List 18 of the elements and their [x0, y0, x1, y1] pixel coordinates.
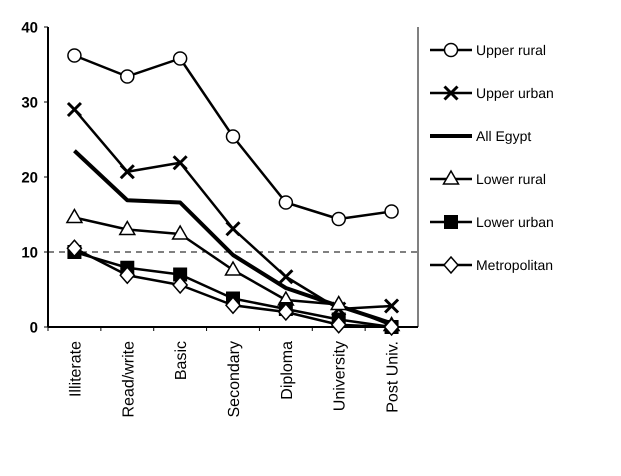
x-tick-label: Post Univ. [384, 341, 402, 413]
y-tick-label: 30 [21, 94, 38, 112]
x-tick-label: Basic [173, 341, 190, 380]
x-tick-label: Illiterate [67, 340, 84, 398]
y-tick-label: 10 [21, 244, 38, 262]
y-tick-label: 40 [21, 19, 38, 36]
x-tick-label: Secondary [226, 341, 243, 418]
x-tick-label: University [332, 341, 349, 412]
y-tick-label: 0 [30, 319, 38, 336]
y-tick-label: 20 [21, 169, 38, 186]
x-tick-label: Read/write [120, 340, 138, 418]
legend-label: Metropolitan [476, 256, 554, 273]
x-tick-label: Diploma [278, 340, 296, 400]
legend-label: Upper urban [476, 84, 554, 101]
legend-label: Lower rural [476, 170, 546, 187]
legend-label: All Egypt [476, 128, 532, 144]
legend-label: Upper rural [476, 42, 546, 58]
legend-label: Lower urban [476, 214, 554, 230]
